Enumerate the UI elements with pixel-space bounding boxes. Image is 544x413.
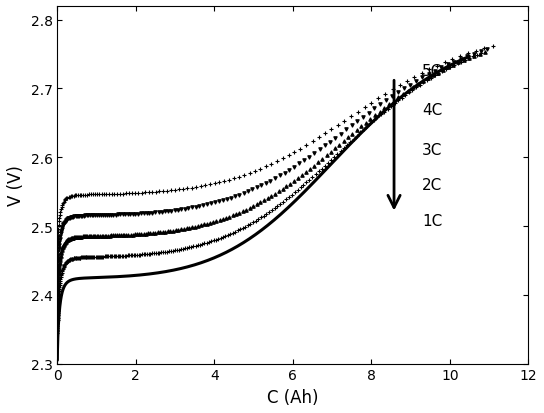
- Text: 3C: 3C: [422, 142, 443, 157]
- Text: 5C: 5C: [422, 64, 443, 78]
- Text: 4C: 4C: [422, 103, 443, 118]
- X-axis label: C (Ah): C (Ah): [267, 388, 319, 406]
- Text: 2C: 2C: [422, 178, 443, 193]
- Text: 1C: 1C: [422, 214, 443, 228]
- Y-axis label: V (V): V (V): [7, 165, 25, 206]
